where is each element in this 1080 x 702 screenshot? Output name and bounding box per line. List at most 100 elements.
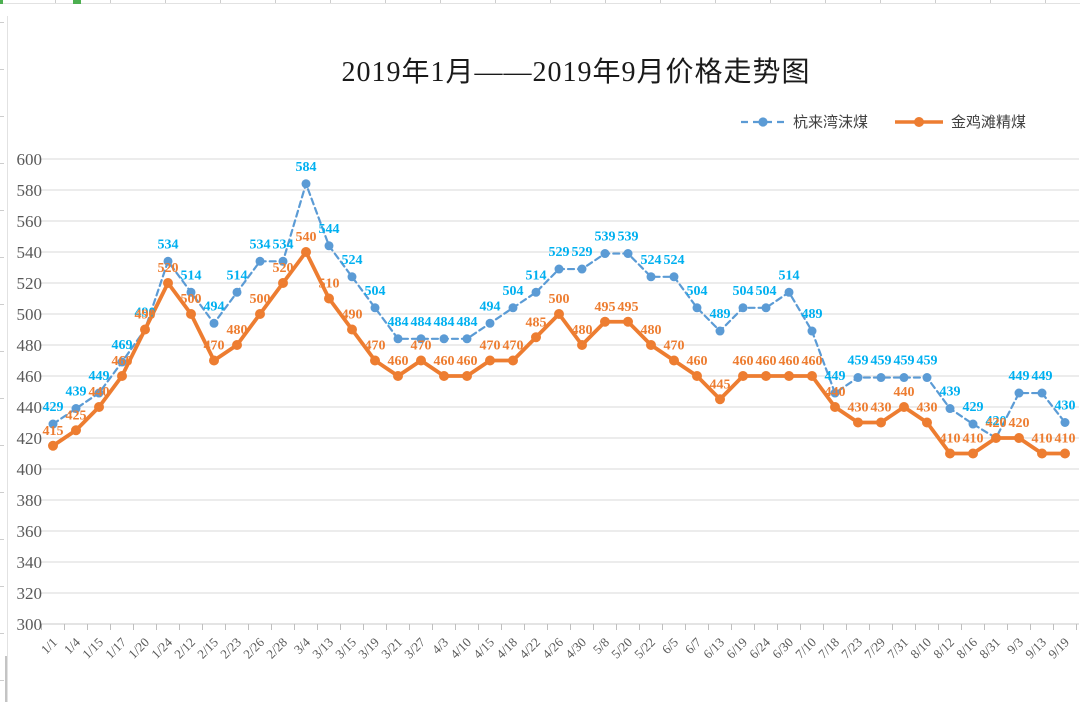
x-tick-label: 6/13: [700, 635, 727, 662]
legend-item-jinjitan-coal[interactable]: 金鸡滩精煤: [894, 111, 1026, 132]
data-label: 430: [917, 401, 938, 416]
data-label: 524: [641, 253, 662, 268]
data-point: [462, 334, 472, 344]
data-point: [94, 402, 104, 412]
data-label: 514: [526, 268, 547, 283]
data-point: [876, 373, 886, 383]
data-label: 420: [1009, 416, 1030, 431]
legend-item-hanglaiwan-coal[interactable]: 杭来湾沫煤: [740, 111, 868, 132]
data-point: [945, 448, 955, 459]
x-tick-label: 7/18: [815, 635, 842, 662]
data-point: [623, 316, 633, 327]
x-tick-label: 4/15: [470, 635, 497, 662]
data-label: 490: [135, 306, 156, 321]
data-label: 449: [1009, 369, 1030, 384]
data-point: [94, 388, 104, 398]
sheet-top-green-mark: [73, 0, 81, 4]
sheet-top-edge: [0, 0, 1080, 4]
x-tick-label: 3/4: [291, 634, 314, 657]
data-label: 439: [940, 385, 961, 400]
data-label: 489: [802, 307, 823, 322]
data-point: [853, 417, 863, 428]
data-point: [416, 334, 426, 344]
x-tick-label: 4/26: [539, 634, 566, 661]
data-label: 489: [710, 307, 731, 322]
data-point: [692, 303, 702, 313]
data-point: [209, 318, 219, 328]
legend-label: 杭来湾沫煤: [793, 114, 869, 131]
y-axis-labels: 300 320 340 360 380 400 420 440 460 480 500 520 540 5…: [17, 150, 43, 634]
data-label: 524: [342, 253, 363, 268]
x-tick-label: 3/13: [309, 635, 336, 662]
data-label: 485: [526, 315, 547, 330]
data-label: 420: [986, 414, 1007, 429]
data-point: [71, 404, 81, 414]
chart-title: 2019年1月——2019年9月价格走势图: [341, 57, 811, 88]
data-label: 460: [733, 354, 754, 369]
data-label: 425: [66, 408, 87, 423]
data-label: 520: [158, 261, 179, 276]
data-label: 410: [1032, 432, 1053, 447]
x-tick-label: 2/23: [217, 635, 244, 662]
data-point: [232, 340, 242, 350]
data-point: [922, 417, 932, 428]
data-point: [784, 287, 794, 297]
data-label: 460: [779, 354, 800, 369]
data-point: [1060, 448, 1070, 459]
series-data-labels-1: 4154254404604905205004704805005205405104…: [43, 230, 1076, 447]
sheet-top-green-mark: [0, 0, 3, 4]
data-label: 470: [365, 339, 386, 354]
data-label: 440: [894, 385, 915, 400]
data-point: [577, 264, 587, 274]
sheet-left-bar: [5, 656, 7, 702]
x-tick-label: 1/15: [79, 635, 106, 662]
data-label: 514: [227, 268, 248, 283]
data-label: 534: [250, 237, 271, 252]
data-point: [1060, 418, 1070, 427]
data-label: 410: [1055, 432, 1076, 447]
data-point: [255, 256, 265, 266]
data-label: 470: [664, 339, 685, 354]
x-tick-label: 8/16: [953, 634, 980, 661]
data-point: [1014, 388, 1024, 398]
data-label: 490: [135, 308, 156, 323]
data-label: 410: [940, 432, 961, 447]
data-point: [186, 287, 196, 297]
data-label: 524: [664, 253, 685, 268]
data-label: 510: [319, 277, 340, 292]
data-label: 484: [411, 315, 432, 330]
data-point: [807, 371, 817, 381]
data-point: [646, 272, 656, 282]
data-point: [485, 355, 495, 366]
x-tick-label: 4/30: [562, 635, 589, 662]
x-tick-label: 1/1: [38, 635, 60, 657]
data-label: 490: [342, 308, 363, 323]
data-point: [117, 357, 127, 367]
data-label: 460: [112, 354, 133, 369]
data-label: 514: [181, 268, 202, 283]
data-label: 534: [273, 237, 294, 252]
data-label: 459: [894, 354, 915, 369]
data-point: [370, 303, 380, 313]
data-point: [761, 303, 771, 313]
data-point: [301, 247, 311, 257]
data-label: 440: [825, 385, 846, 400]
data-label: 480: [641, 323, 662, 338]
data-label: 470: [204, 339, 225, 354]
data-point: [830, 388, 840, 398]
data-point: [163, 278, 173, 288]
series-markers-1: [48, 247, 1070, 459]
data-point: [140, 324, 150, 335]
data-label: 514: [779, 268, 800, 283]
data-point: [738, 371, 748, 381]
data-point: [554, 309, 564, 319]
data-label: 500: [250, 292, 271, 307]
x-tick-label: 1/4: [61, 634, 84, 657]
data-point: [71, 425, 81, 436]
data-point: [715, 326, 725, 336]
y-tick-label: 420: [17, 429, 43, 448]
data-point: [48, 419, 58, 429]
data-point: [876, 417, 886, 428]
